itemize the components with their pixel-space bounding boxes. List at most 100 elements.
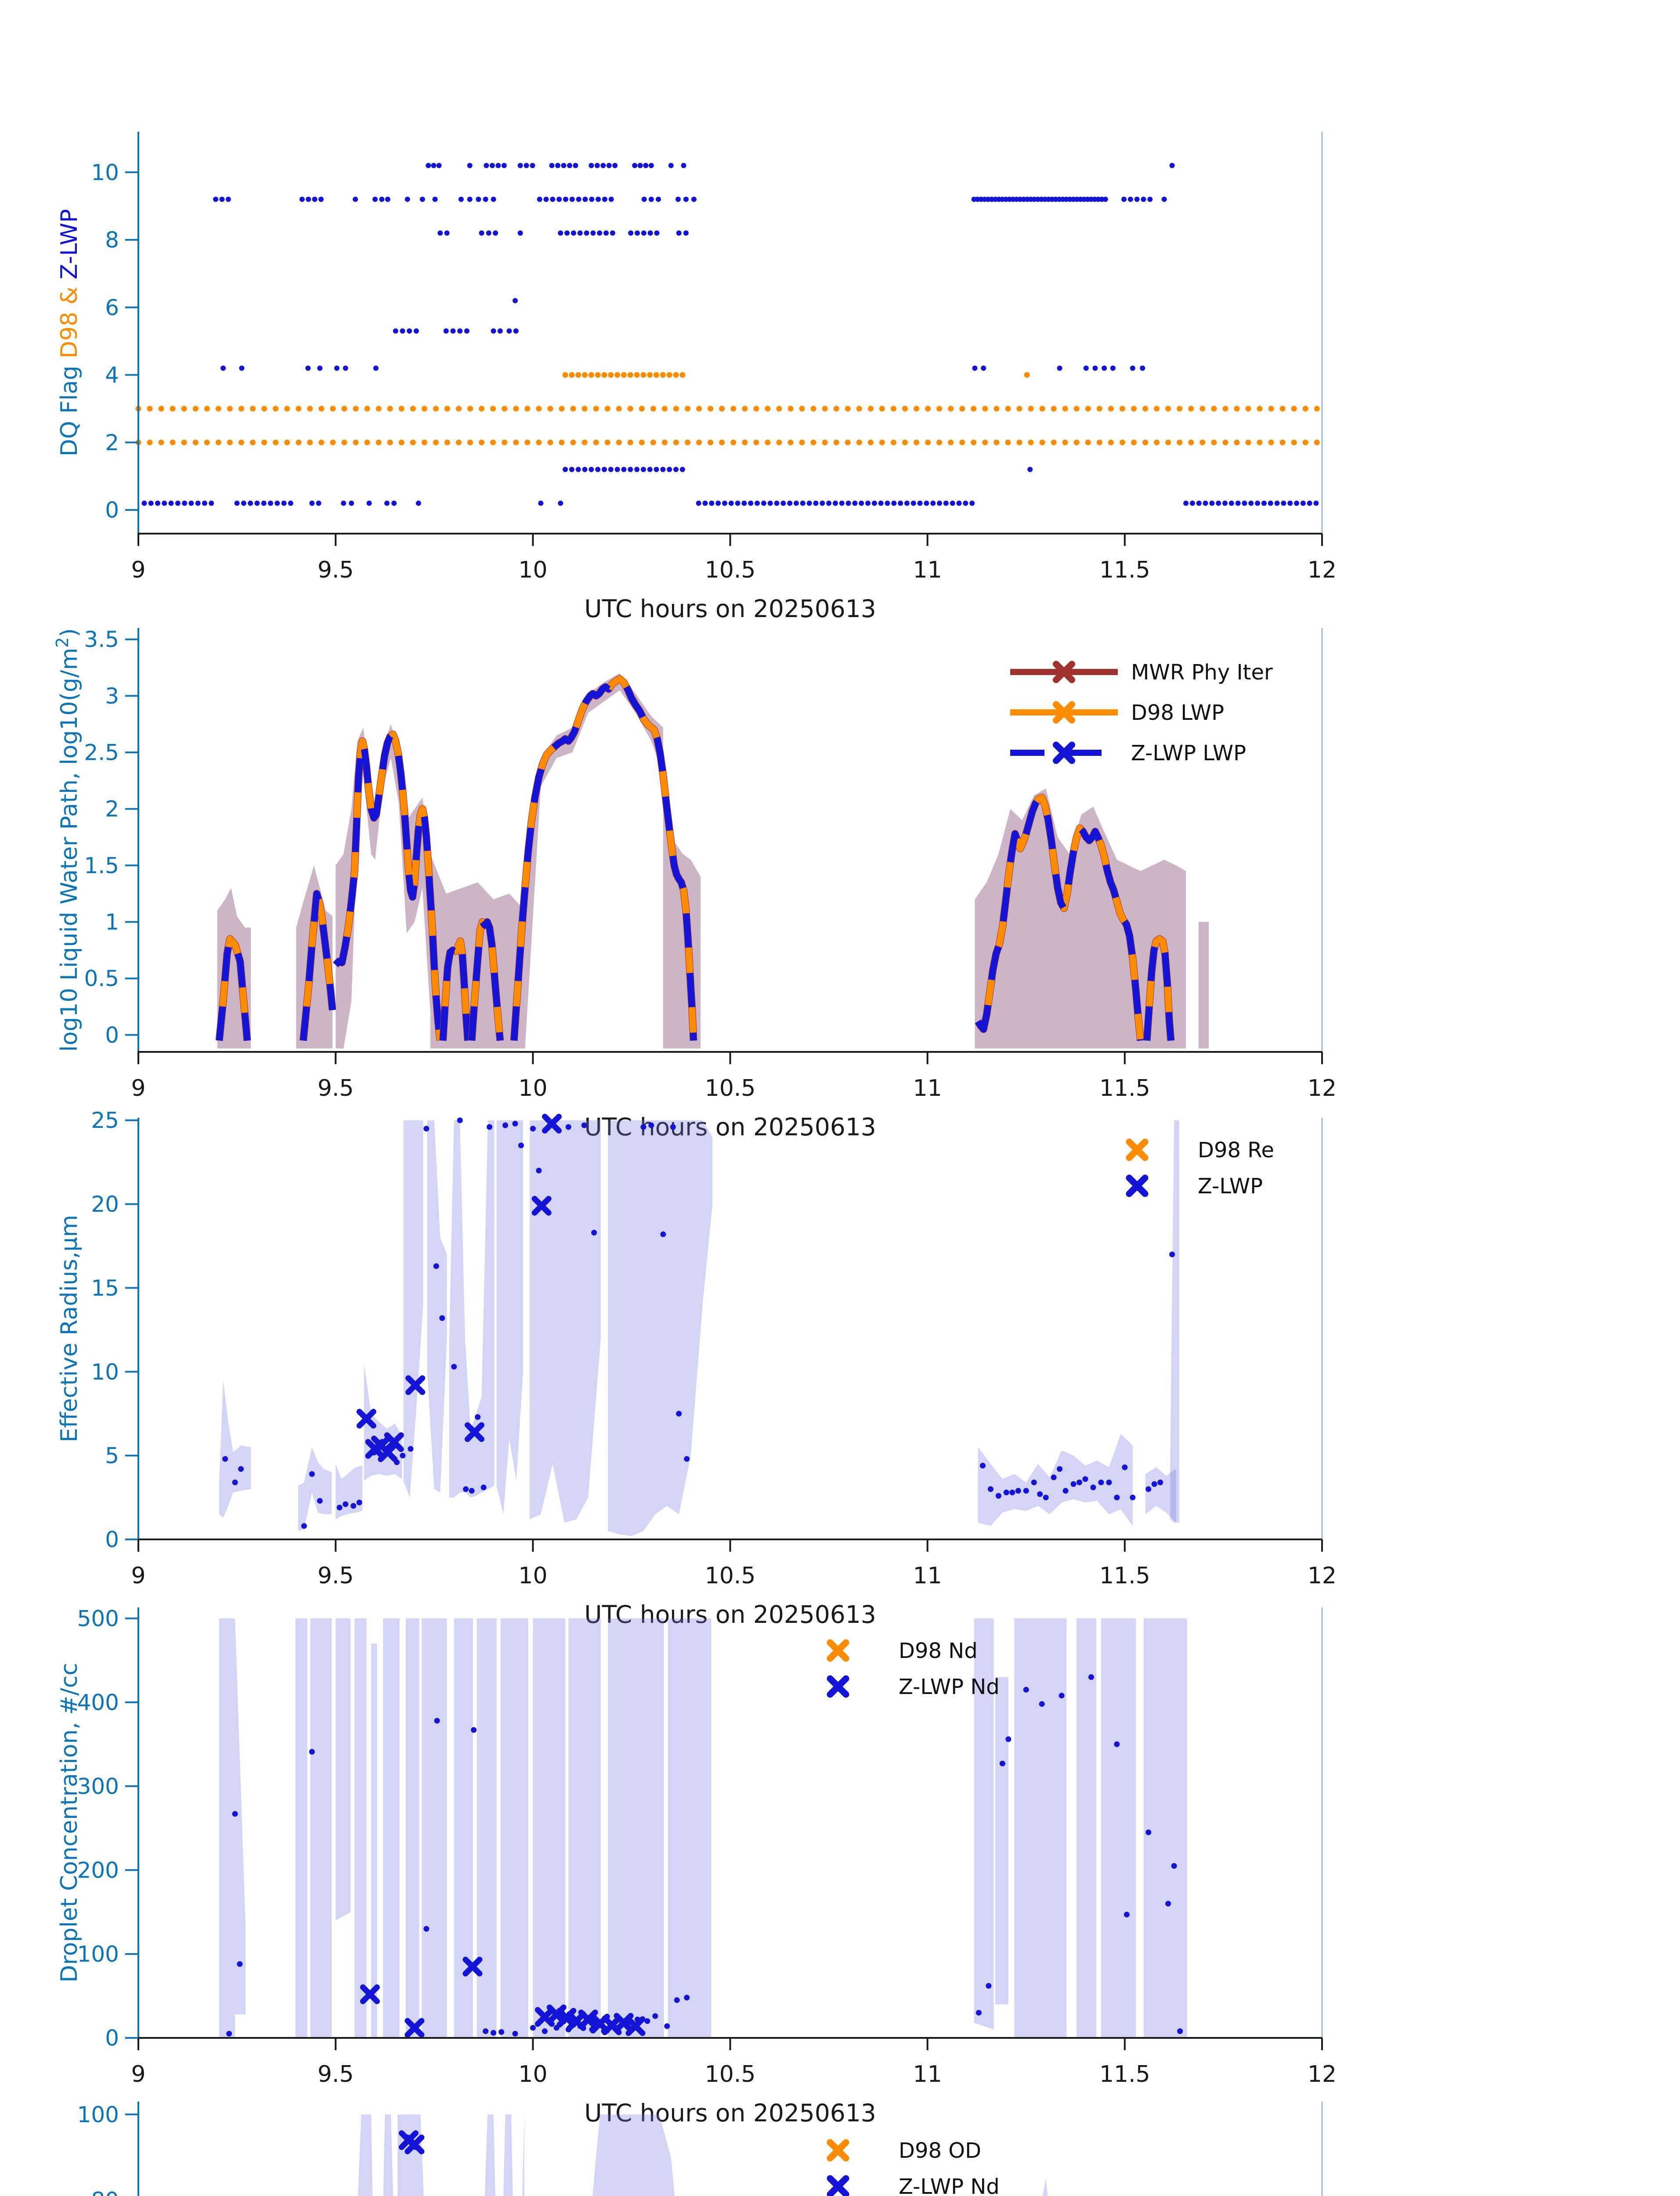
legend-label: Z-LWP Nd [899,1675,1000,1699]
data-dot [309,1471,315,1477]
flag-dot [1211,406,1217,412]
flag-dot [366,500,372,506]
flag-dot [776,439,782,445]
x-tick-label: 10 [518,557,547,583]
flag-dot [601,466,607,472]
x-tick-label: 11.5 [1099,2061,1150,2088]
flag-dot [641,196,647,202]
flag-dot [261,500,267,506]
flag-dot [627,372,633,378]
data-dot [670,1124,676,1130]
data-dot [1003,1489,1009,1495]
flag-dot [767,500,773,506]
flag-dot [457,328,463,334]
flag-dot [885,500,890,506]
axes: 0 2 4 6 8 10 9 9.5 10 10.5 11 11.5 12 UTC hours on 20… [56,132,1337,623]
flag-dot [683,196,689,202]
flag-dot [810,406,817,412]
flag-dot [188,500,194,506]
y-tick-label: 10 [91,160,119,185]
flag-dot [765,439,771,445]
legend-x-marker [1126,1138,1149,1161]
data-dot [309,1749,315,1755]
flag-dot [318,196,324,202]
y-tick-label: 1 [105,910,119,935]
flag-dot [562,372,568,378]
data-dot [1106,1479,1112,1485]
flag-dot [1085,439,1091,445]
z-lwp-x-marker [356,1409,376,1429]
y-tick-label: 400 [77,1690,119,1715]
flag-dot [755,500,760,506]
flag-dot [604,439,611,445]
flag-dot [982,439,988,445]
legend-label: MWR Phy Iter [1131,660,1273,685]
flag-dot [433,406,439,412]
flag-dot [774,500,780,506]
data-dot [471,1727,477,1733]
data-dot [975,2010,982,2016]
flag-dot [675,196,681,202]
flag-dot [596,196,601,202]
flag-dot [788,406,794,412]
uncertainty-band [422,1618,447,2038]
flag-dot [316,500,322,506]
flag-dot [735,500,741,506]
flag-dot [879,439,885,445]
data-dot [999,1760,1005,1766]
data-dot [684,1456,690,1462]
flag-dot [202,500,207,506]
flag-dot [647,466,653,472]
flag-dot [204,439,210,445]
flag-dot [634,466,640,472]
d98-lwp-line [1143,935,1174,1041]
uncertainty-band [484,2114,524,2196]
data-dot [1090,1484,1096,1491]
flag-dot [497,328,503,334]
uncertainty-band [219,1380,251,1518]
uncertainty-band [449,1120,465,1498]
flag-dot [640,372,647,378]
flag-dot [1102,365,1107,371]
flag-dot [513,439,519,445]
y-tick-label: 2 [105,430,119,455]
flag-dot [1154,439,1160,445]
flag-dot [486,230,491,236]
flag-dot [833,406,839,412]
flag-dot [410,439,416,445]
data-dot [1145,1486,1152,1492]
flag-dot [654,230,660,236]
flag-dot [458,196,464,202]
data-dot [664,2023,670,2029]
flag-dot [679,466,685,472]
flag-dot [261,439,267,445]
flag-dot [606,163,612,168]
flag-dot [604,406,611,412]
uncertainty-band [1198,922,1209,1049]
flag-dot [612,163,618,168]
flag-dot [1165,406,1171,412]
x-tick-label: 10 [518,1075,547,1102]
flag-dot [455,406,462,412]
flag-dot [826,500,832,506]
data-dot [1151,1481,1157,1487]
z-lwp-x-marker [405,2018,425,2038]
subplot-droplet-concentration: 0 100 200 300 400 500 9 9.5 10 10.5 11 11.5 12 UTC ho… [56,1606,1337,2127]
flag-dot [1279,439,1286,445]
flag-dot [467,163,473,168]
uncertainty-band [358,2114,373,2196]
flag-dot [852,500,858,506]
legend-x-marker [1053,661,1075,683]
flag-dot [549,163,555,168]
uncertainty-band [383,2114,394,2196]
flag-dot [175,500,181,506]
flag-dot [719,406,725,412]
flag-dot [820,500,825,506]
flag-dot [248,500,253,506]
flag-dot [1062,439,1068,445]
data-dot [475,1414,481,1420]
x-axis-label: UTC hours on 20250613 [584,1113,876,1141]
uncertainty-band [1170,1120,1179,1523]
flag-dot [384,500,390,506]
